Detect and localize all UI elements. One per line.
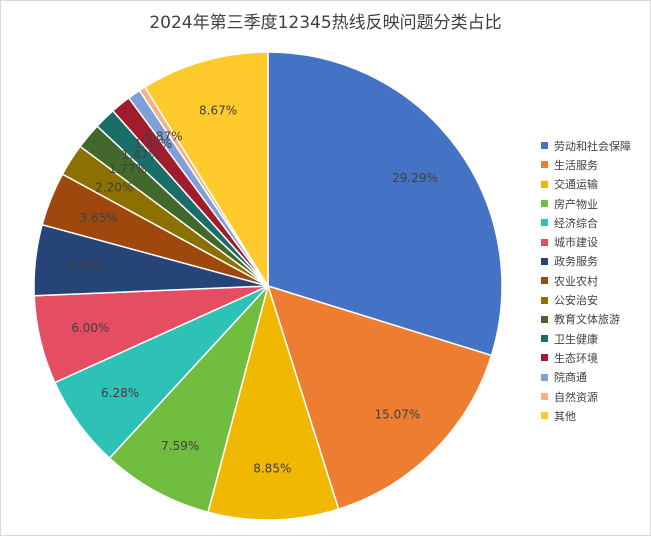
legend-item-4: 经济综合 [541, 213, 631, 232]
legend-swatch [541, 257, 548, 265]
data-label-0: 29.29% [392, 171, 438, 185]
legend-item-1: 生活服务 [541, 155, 631, 174]
chart-title: 2024年第三季度12345热线反映问题分类占比 [149, 13, 502, 33]
legend-swatch [541, 277, 548, 285]
legend-item-7: 农业农村 [541, 271, 631, 290]
data-label-11: 1.37% [134, 137, 172, 151]
legend-label: 交通运输 [554, 178, 598, 192]
legend-label: 生活服务 [554, 158, 598, 172]
legend-swatch [541, 412, 548, 420]
data-label-2: 8.85% [253, 462, 291, 476]
legend-label: 农业农村 [554, 274, 598, 288]
legend-item-14: 其他 [541, 406, 631, 425]
data-label-6: 4.80% [68, 259, 106, 273]
legend-swatch [541, 238, 548, 246]
legend-swatch [541, 315, 548, 323]
data-label-12: 0.87% [144, 129, 182, 143]
legend-label: 自然资源 [554, 390, 598, 404]
legend-item-5: 城市建设 [541, 232, 631, 251]
data-label-3: 7.59% [161, 439, 199, 453]
pie-slice-0 [267, 51, 503, 357]
legend-swatch [541, 373, 548, 381]
legend-swatch [541, 219, 548, 227]
legend-label: 城市建设 [554, 236, 598, 250]
legend-item-11: 生态环境 [541, 348, 631, 367]
legend-label: 房产物业 [554, 197, 598, 211]
pie-slice-1 [266, 284, 493, 511]
legend-label: 其他 [554, 409, 576, 423]
legend-swatch [541, 142, 548, 150]
data-label-4: 6.28% [101, 386, 139, 400]
data-label-1: 15.07% [375, 408, 421, 422]
data-label-14: 8.67% [199, 103, 237, 117]
legend-swatch [541, 296, 548, 304]
legend-label: 院商通 [554, 371, 587, 385]
legend-item-2: 交通运输 [541, 175, 631, 194]
legend-item-10: 卫生健康 [541, 329, 631, 348]
data-label-9: 1.77% [109, 162, 147, 176]
legend-item-0: 劳动和社会保障 [541, 136, 631, 155]
legend-label: 劳动和社会保障 [554, 139, 631, 153]
data-label-8: 2.20% [95, 181, 133, 195]
data-label-5: 6.00% [71, 321, 109, 335]
legend-item-9: 教育文体旅游 [541, 310, 631, 329]
legend-item-8: 公安治安 [541, 290, 631, 309]
legend-label: 政务服务 [554, 255, 598, 269]
legend-swatch [541, 180, 548, 188]
legend-label: 经济综合 [554, 216, 598, 230]
chart-legend: 劳动和社会保障 生活服务交通运输房产物业经济综合城市建设政务服务农业农村公安治安教… [541, 136, 631, 425]
legend-label: 卫生健康 [554, 332, 598, 346]
pie-slice-14 [143, 51, 269, 289]
pie-slice-3 [108, 285, 269, 514]
legend-item-3: 房产物业 [541, 194, 631, 213]
data-label-10: 1.47% [122, 148, 160, 162]
legend-item-13: 自然资源 [541, 387, 631, 406]
legend-swatch [541, 335, 548, 343]
legend-label: 公安治安 [554, 294, 598, 308]
legend-swatch [541, 393, 548, 400]
legend-item-12: 院商通 [541, 368, 631, 387]
pie-slice-2 [207, 283, 340, 521]
legend-swatch [541, 354, 548, 362]
data-label-7: 3.65% [80, 211, 118, 225]
legend-item-6: 政务服务 [541, 252, 631, 271]
legend-swatch [541, 200, 548, 208]
legend-label: 教育文体旅游 [554, 313, 620, 327]
legend-swatch [541, 161, 548, 169]
legend-label: 生态环境 [554, 351, 598, 365]
